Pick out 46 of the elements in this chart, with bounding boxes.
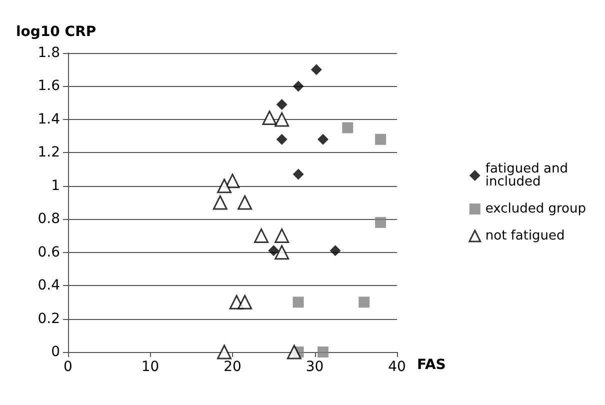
point (310, 64, 322, 76)
x-tick-label: 20 (224, 359, 242, 375)
point (262, 110, 277, 126)
point (317, 346, 328, 358)
y-tick-label: 1.8 (38, 45, 60, 61)
point (212, 195, 228, 210)
legend-label: not fatigued (485, 228, 565, 244)
y-tick-label: 1.4 (38, 111, 60, 128)
y-tick-label: 0.6 (38, 244, 60, 260)
point (217, 178, 232, 194)
point (286, 344, 302, 360)
x-axis-title: FAS (417, 357, 446, 373)
y-tick-label: 1.2 (38, 144, 60, 161)
x-tick-label: 10 (141, 359, 160, 375)
y-axis-title: log10 CRP (16, 24, 96, 40)
legend-label: excluded group (485, 202, 586, 216)
point (276, 98, 288, 110)
y-tick-label: 1.6 (38, 78, 60, 94)
x-tick-label: 0 (64, 359, 72, 375)
legend-label: fatigued and included (485, 162, 572, 190)
point (292, 80, 304, 92)
point (238, 195, 252, 210)
y-tick-label: 0.2 (38, 310, 60, 327)
point (292, 168, 304, 180)
point (268, 245, 280, 256)
x-tick-label: 30 (306, 359, 324, 375)
point (274, 245, 290, 260)
y-tick-label: 0.8 (38, 211, 60, 228)
point (330, 245, 341, 256)
y-tick-label: 0 (51, 344, 60, 360)
point (342, 122, 354, 134)
point (238, 294, 252, 310)
y-tick-label: 1 (51, 178, 60, 194)
x-tick-label: 40 (388, 359, 406, 375)
point (292, 296, 304, 308)
y-tick-label: 0.4 (38, 278, 60, 294)
point (274, 112, 290, 127)
point (225, 174, 240, 188)
point (217, 344, 232, 360)
point (254, 228, 269, 243)
point (375, 134, 386, 145)
point (358, 296, 370, 308)
point (375, 216, 386, 228)
point (276, 134, 288, 145)
point (274, 228, 290, 243)
point (317, 134, 328, 145)
